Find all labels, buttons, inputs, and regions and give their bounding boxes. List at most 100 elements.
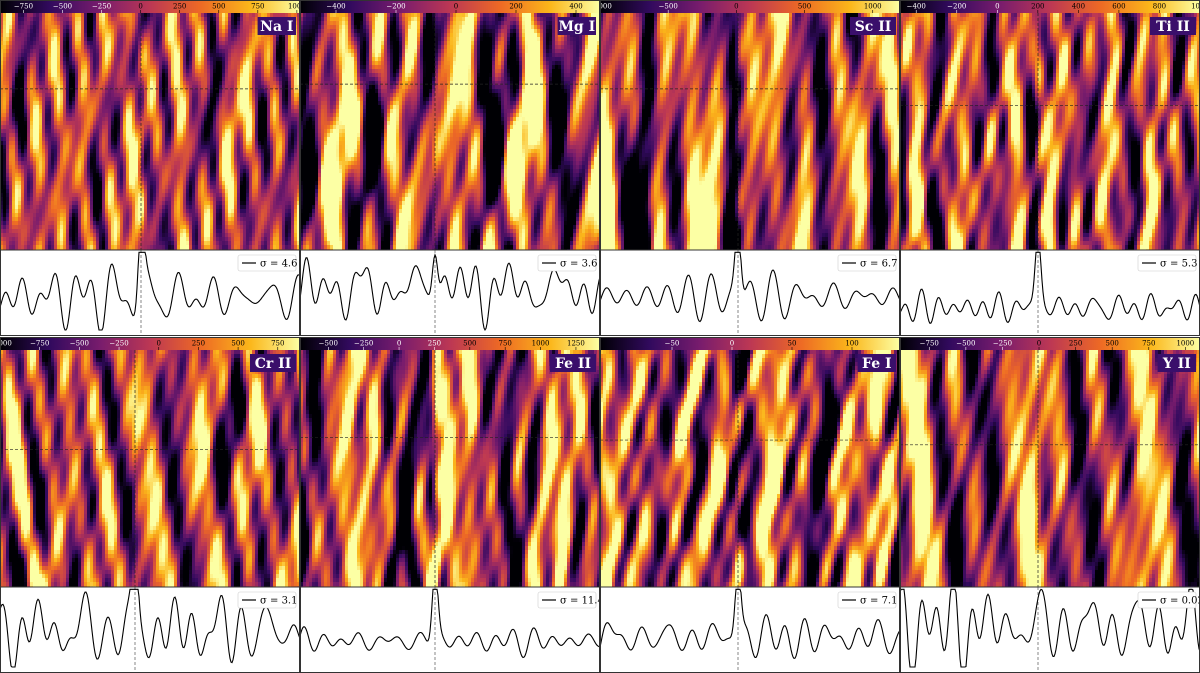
heatmap-cell: [63, 89, 67, 94]
heatmap-cell: [24, 161, 28, 166]
heatmap-cell: [24, 21, 28, 26]
heatmap-cell: [141, 33, 145, 38]
heatmap-cell: [210, 181, 214, 186]
panel-svg: −750−500−25002505007501000Na Iσ = 4.6: [0, 0, 300, 336]
heatmap-cell: [267, 101, 271, 106]
heatmap-cell: [45, 65, 49, 70]
heatmap-cell: [21, 133, 25, 138]
heatmap-cell: [39, 113, 43, 118]
heatmap-cell: [117, 29, 121, 34]
heatmap-cell: [294, 97, 298, 102]
heatmap-cell: [15, 29, 19, 34]
heatmap-cell: [39, 77, 43, 82]
heatmap-cell: [141, 77, 145, 82]
heatmap-cell: [156, 109, 160, 114]
heatmap-cell: [183, 165, 187, 170]
heatmap-cell: [288, 137, 292, 142]
heatmap-cell: [246, 85, 250, 90]
heatmap-cell: [117, 49, 121, 54]
heatmap-cell: [0, 177, 4, 182]
heatmap-cell: [9, 121, 13, 126]
heatmap-cell: [276, 49, 280, 54]
heatmap-cell: [186, 73, 190, 78]
heatmap-cell: [111, 105, 115, 110]
heatmap-cell: [273, 49, 277, 54]
heatmap-cell: [138, 205, 142, 210]
heatmap-cell: [147, 201, 151, 206]
heatmap-cell: [84, 205, 88, 210]
heatmap-cell: [207, 45, 211, 50]
heatmap-cell: [24, 93, 28, 98]
heatmap-cell: [279, 77, 283, 82]
heatmap-cell: [177, 85, 181, 90]
heatmap-cell: [270, 61, 274, 66]
heatmap-cell: [252, 149, 256, 154]
heatmap-cell: [159, 165, 163, 170]
heatmap-cell: [9, 161, 13, 166]
heatmap-cell: [171, 141, 175, 146]
heatmap-cell: [237, 41, 241, 46]
heatmap-cell: [150, 169, 154, 174]
heatmap-cell: [201, 61, 205, 66]
heatmap-cell: [78, 105, 82, 110]
heatmap-cell: [183, 37, 187, 42]
heatmap-cell: [63, 105, 67, 110]
heatmap-cell: [294, 121, 298, 126]
heatmap-cell: [168, 89, 172, 94]
heatmap-cell: [189, 161, 193, 166]
heatmap-cell: [30, 13, 34, 18]
heatmap-cell: [18, 185, 22, 190]
heatmap-cell: [240, 161, 244, 166]
heatmap-cell: [132, 197, 136, 202]
heatmap-cell: [234, 201, 238, 206]
heatmap-cell: [30, 189, 34, 194]
heatmap-cell: [231, 65, 235, 70]
heatmap-cell: [240, 181, 244, 186]
heatmap-cell: [120, 113, 124, 118]
heatmap-cell: [198, 41, 202, 46]
heatmap-cell: [234, 125, 238, 130]
heatmap-cell: [240, 145, 244, 150]
heatmap-cell: [165, 13, 169, 18]
heatmap-cell: [117, 141, 121, 146]
heatmap-cell: [219, 189, 223, 194]
heatmap-cell: [51, 77, 55, 82]
heatmap-cell: [252, 77, 256, 82]
heatmap-cell: [99, 181, 103, 186]
heatmap-cell: [66, 209, 70, 214]
heatmap-cell: [147, 153, 151, 158]
heatmap-cell: [123, 197, 127, 202]
heatmap-cell: [165, 201, 169, 206]
heatmap-cell: [297, 145, 300, 150]
heatmap-cell: [183, 133, 187, 138]
heatmap-cell: [6, 209, 10, 214]
heatmap-cell: [114, 41, 118, 46]
heatmap-cell: [288, 129, 292, 134]
heatmap-cell: [201, 69, 205, 74]
heatmap-cell: [246, 41, 250, 46]
heatmap-cell: [255, 157, 259, 162]
heatmap-cell: [24, 57, 28, 62]
heatmap-cell: [192, 121, 196, 126]
heatmap-cell: [210, 153, 214, 158]
heatmap-cell: [48, 25, 52, 30]
heatmap-cell: [246, 161, 250, 166]
heatmap-cell: [90, 97, 94, 102]
heatmap-cell: [177, 197, 181, 202]
heatmap-cell: [0, 133, 4, 138]
heatmap-cell: [114, 53, 118, 58]
heatmap-cell: [153, 29, 157, 34]
heatmap-cell: [168, 57, 172, 62]
heatmap-cell: [75, 197, 79, 202]
heatmap-cell: [51, 189, 55, 194]
heatmap-cell: [15, 173, 19, 178]
heatmap-cell: [111, 29, 115, 34]
heatmap-cell: [126, 77, 130, 82]
heatmap-cell: [45, 117, 49, 122]
heatmap-cell: [120, 149, 124, 154]
heatmap-cell: [135, 13, 139, 18]
heatmap-cell: [291, 45, 295, 50]
heatmap-cell: [126, 121, 130, 126]
heatmap-cell: [237, 165, 241, 170]
heatmap-cell: [174, 33, 178, 38]
